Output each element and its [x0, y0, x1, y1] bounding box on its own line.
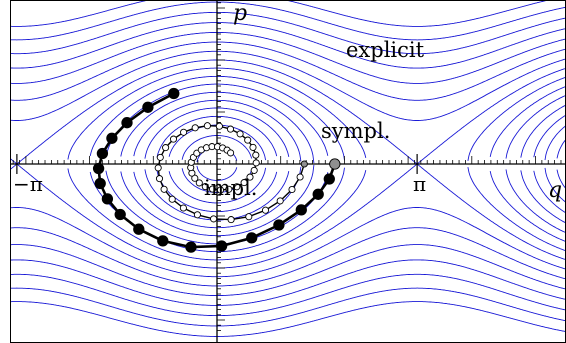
implicit-point: [162, 144, 170, 152]
implicit-point: [227, 216, 235, 224]
implicit-point: [276, 197, 284, 205]
symplectic-point: [101, 193, 114, 205]
implicit-path: [157, 125, 305, 221]
symplectic-point: [312, 188, 324, 200]
implicit-point: [215, 122, 223, 130]
symplectic-label: sympl.: [321, 119, 390, 143]
implicit-label: impl.: [204, 176, 257, 200]
level-curve-14-lower: [10, 259, 566, 306]
symplectic-point: [168, 87, 180, 100]
implicit-point: [201, 183, 209, 191]
level-curve-9-upper: [67, 67, 566, 161]
implicit-point: [250, 166, 258, 174]
implicit-point: [246, 173, 254, 181]
implicit-point: [288, 185, 296, 194]
level-curve-13-upper: [10, 31, 566, 84]
implicit-point: [300, 160, 308, 168]
implicit-point: [249, 143, 257, 151]
symplectic-point: [142, 101, 154, 113]
level-curve-9-lower: [67, 167, 566, 261]
level-curve-15-upper: [10, 11, 566, 55]
level-curve-17-lower: [10, 301, 566, 337]
symplectic-point: [157, 235, 169, 247]
implicit-point: [191, 124, 199, 132]
level-curve-12-upper: [10, 41, 566, 101]
implicit-point: [252, 151, 260, 159]
neg-pi-tick-label: −π: [13, 172, 43, 196]
level-curve-17-upper: [10, 0, 551, 27]
p-axis-label: p: [233, 1, 247, 26]
symplectic-point: [92, 162, 105, 175]
level-curve-12-lower: [10, 227, 566, 287]
symplectic-point: [96, 147, 109, 160]
implicit-trajectory: [154, 122, 308, 224]
implicit-point: [154, 164, 162, 172]
symplectic-point: [273, 219, 285, 231]
implicit-point: [210, 215, 218, 223]
symplectic-point: [114, 208, 126, 221]
symplectic-point: [106, 132, 118, 144]
symplectic-point: [329, 158, 341, 170]
symplectic-point: [295, 204, 307, 216]
level-curve-16-lower: [10, 287, 566, 327]
level-curve-14-upper: [10, 22, 566, 69]
symplectic-point: [94, 177, 106, 190]
implicit-point: [195, 179, 203, 187]
implicit-point: [296, 173, 304, 181]
implicit-point: [155, 175, 164, 183]
implicit-point: [240, 179, 248, 187]
level-curve-10-lower: [10, 163, 566, 269]
symplectic-point: [246, 232, 258, 244]
level-curve-10-upper: [10, 59, 566, 165]
implicit-point: [216, 186, 225, 194]
level-curve-11-lower: [10, 207, 566, 278]
implicit-point: [160, 185, 168, 193]
implicit-point: [156, 153, 164, 161]
q-axis-label: q: [548, 178, 562, 203]
symplectic-point: [215, 240, 228, 252]
implicit-point: [233, 183, 241, 191]
implicit-point: [169, 135, 178, 143]
explicit-label: explicit: [346, 38, 425, 62]
level-curve-13-lower: [10, 244, 566, 297]
implicit-point: [225, 185, 233, 193]
symplectic-point: [323, 173, 335, 185]
axes: [10, 0, 566, 343]
implicit-point: [226, 125, 235, 133]
implicit-point: [252, 159, 260, 167]
level-curve-7-lower: [105, 169, 566, 245]
implicit-point: [244, 136, 252, 144]
implicit-point: [180, 128, 188, 136]
implicit-point: [236, 130, 244, 138]
implicit-point: [227, 149, 235, 157]
implicit-point: [203, 122, 211, 130]
implicit-point: [168, 195, 176, 203]
level-curve-16-upper: [10, 1, 566, 41]
level-curve-15-lower: [10, 273, 566, 317]
implicit-point: [261, 206, 270, 214]
symplectic-point: [121, 117, 133, 129]
implicit-point: [193, 211, 201, 219]
pi-tick-label: π: [413, 172, 426, 196]
symplectic-point: [185, 241, 197, 253]
level-curve-11-upper: [10, 50, 566, 121]
symplectic-point: [133, 223, 145, 235]
symplectic-trajectory: [92, 87, 341, 253]
implicit-point: [208, 185, 217, 193]
implicit-point: [245, 213, 253, 221]
implicit-point: [179, 204, 187, 212]
level-curve-6-lower: [120, 164, 566, 237]
